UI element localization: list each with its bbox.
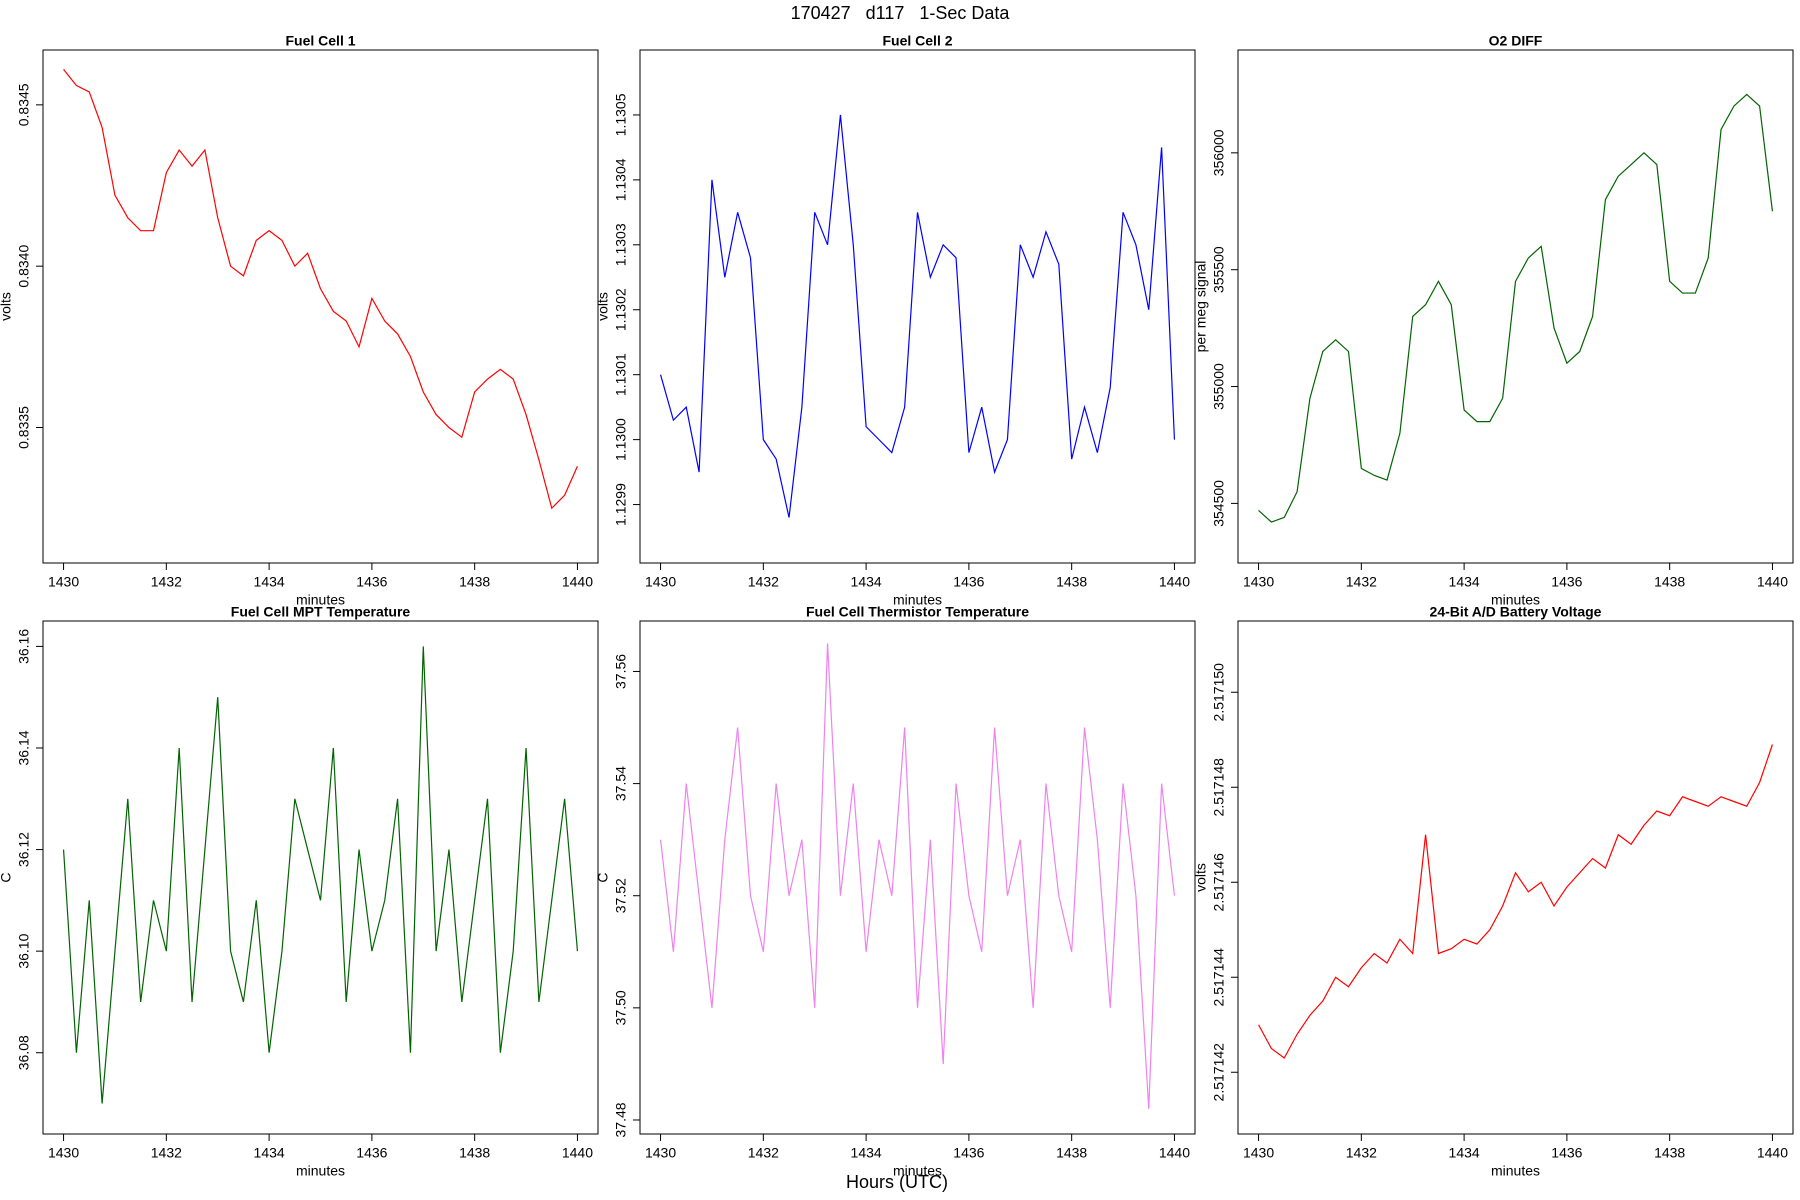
y-tick-label: 37.54 bbox=[613, 766, 629, 801]
series-line bbox=[63, 68, 578, 510]
x-tick-label: 1438 bbox=[1654, 1145, 1685, 1161]
y-tick-label: 37.50 bbox=[613, 990, 629, 1025]
x-tick-label: 1436 bbox=[1551, 574, 1582, 590]
x-tick-label: 1436 bbox=[356, 1145, 387, 1161]
y-tick-label: 356000 bbox=[1211, 129, 1227, 176]
x-tick-label: 1438 bbox=[459, 1145, 490, 1161]
y-tick-label: 1.1299 bbox=[613, 483, 629, 526]
x-tick-label: 1440 bbox=[1159, 1145, 1190, 1161]
x-tick-label: 1432 bbox=[1346, 1145, 1377, 1161]
panel-title: 24-Bit A/D Battery Voltage bbox=[1430, 604, 1602, 620]
y-tick-label: 2.517146 bbox=[1211, 853, 1227, 912]
x-tick-label: 1438 bbox=[1056, 1145, 1087, 1161]
plot-frame bbox=[1237, 620, 1794, 1135]
y-axis-label: volts bbox=[595, 292, 611, 321]
series-line bbox=[659, 643, 1176, 1109]
y-tick-label: 1.1303 bbox=[613, 223, 629, 266]
y-tick-label: 0.8335 bbox=[16, 406, 32, 449]
y-tick-label: 37.48 bbox=[613, 1102, 629, 1137]
x-axis-label: minutes bbox=[296, 592, 345, 608]
y-axis-label: C bbox=[0, 872, 14, 882]
plot-frame bbox=[42, 620, 599, 1135]
x-tick-label: 1430 bbox=[645, 1145, 676, 1161]
x-tick-label: 1434 bbox=[851, 574, 882, 590]
x-tick-label: 1438 bbox=[1654, 574, 1685, 590]
x-tick-label: 1432 bbox=[151, 574, 182, 590]
x-tick-label: 1430 bbox=[48, 574, 79, 590]
y-tick-label: 1.1304 bbox=[613, 158, 629, 201]
y-tick-label: 354500 bbox=[1211, 480, 1227, 527]
y-tick-label: 36.10 bbox=[16, 933, 32, 968]
x-axis-label: minutes bbox=[893, 592, 942, 608]
y-tick-label: 36.12 bbox=[16, 832, 32, 867]
x-tick-label: 1430 bbox=[48, 1145, 79, 1161]
plot-frame bbox=[639, 620, 1196, 1135]
panel-title: Fuel Cell Thermistor Temperature bbox=[806, 604, 1029, 620]
y-tick-label: 355000 bbox=[1211, 363, 1227, 410]
panel-title: Fuel Cell 1 bbox=[285, 33, 355, 49]
x-axis-label: minutes bbox=[1491, 592, 1540, 608]
x-tick-label: 1440 bbox=[1757, 574, 1788, 590]
x-tick-label: 1440 bbox=[562, 1145, 593, 1161]
y-axis-label: C bbox=[595, 872, 611, 882]
x-tick-label: 1438 bbox=[459, 574, 490, 590]
y-tick-label: 2.517150 bbox=[1211, 663, 1227, 722]
series-line bbox=[1258, 93, 1774, 523]
x-tick-label: 1432 bbox=[151, 1145, 182, 1161]
x-axis-label: minutes bbox=[893, 1163, 942, 1179]
panel-title: O2 DIFF bbox=[1489, 33, 1543, 49]
y-axis-label: volts bbox=[1193, 863, 1209, 892]
x-tick-label: 1440 bbox=[562, 574, 593, 590]
x-tick-label: 1436 bbox=[953, 1145, 984, 1161]
x-tick-label: 1434 bbox=[254, 574, 285, 590]
x-tick-label: 1440 bbox=[1757, 1145, 1788, 1161]
x-tick-label: 1438 bbox=[1056, 574, 1087, 590]
plot-frame bbox=[1237, 49, 1794, 564]
series-line bbox=[62, 646, 579, 1104]
y-tick-label: 2.517144 bbox=[1211, 948, 1227, 1007]
panel-title: Fuel Cell MPT Temperature bbox=[231, 604, 411, 620]
y-axis-label: per meg signal bbox=[1193, 261, 1209, 353]
y-tick-label: 2.517142 bbox=[1211, 1043, 1227, 1102]
y-tick-label: 37.56 bbox=[613, 654, 629, 689]
x-tick-label: 1434 bbox=[1449, 574, 1480, 590]
x-tick-label: 1432 bbox=[1346, 574, 1377, 590]
y-tick-label: 37.52 bbox=[613, 878, 629, 913]
y-tick-label: 1.1301 bbox=[613, 353, 629, 396]
x-axis-label: minutes bbox=[296, 1163, 345, 1179]
y-tick-label: 1.1305 bbox=[613, 93, 629, 136]
series-line bbox=[659, 114, 1176, 518]
series-line bbox=[1258, 744, 1774, 1059]
x-axis-label: minutes bbox=[1491, 1163, 1540, 1179]
y-tick-label: 1.1300 bbox=[613, 418, 629, 461]
x-tick-label: 1436 bbox=[356, 574, 387, 590]
y-tick-label: 36.08 bbox=[16, 1035, 32, 1070]
y-tick-label: 355500 bbox=[1211, 246, 1227, 293]
plot-frame bbox=[42, 49, 599, 564]
figure-title: 170427 d117 1-Sec Data bbox=[791, 3, 1011, 23]
plot-frame bbox=[639, 49, 1196, 564]
x-tick-label: 1434 bbox=[254, 1145, 285, 1161]
x-tick-label: 1430 bbox=[1243, 574, 1274, 590]
x-tick-label: 1432 bbox=[748, 1145, 779, 1161]
x-tick-label: 1430 bbox=[645, 574, 676, 590]
x-tick-label: 1436 bbox=[1551, 1145, 1582, 1161]
y-tick-label: 1.1302 bbox=[613, 288, 629, 331]
y-tick-label: 2.517148 bbox=[1211, 758, 1227, 817]
y-tick-label: 36.14 bbox=[16, 730, 32, 765]
y-tick-label: 36.16 bbox=[16, 629, 32, 664]
figure-xlabel: Hours (UTC) bbox=[846, 1172, 948, 1192]
x-tick-label: 1434 bbox=[1449, 1145, 1480, 1161]
x-tick-label: 1440 bbox=[1159, 574, 1190, 590]
y-tick-label: 0.8340 bbox=[16, 245, 32, 288]
x-tick-label: 1432 bbox=[748, 574, 779, 590]
y-axis-label: volts bbox=[0, 292, 14, 321]
x-tick-label: 1436 bbox=[953, 574, 984, 590]
x-tick-label: 1434 bbox=[851, 1145, 882, 1161]
x-tick-label: 1430 bbox=[1243, 1145, 1274, 1161]
panel-title: Fuel Cell 2 bbox=[882, 33, 952, 49]
y-tick-label: 0.8345 bbox=[16, 83, 32, 126]
